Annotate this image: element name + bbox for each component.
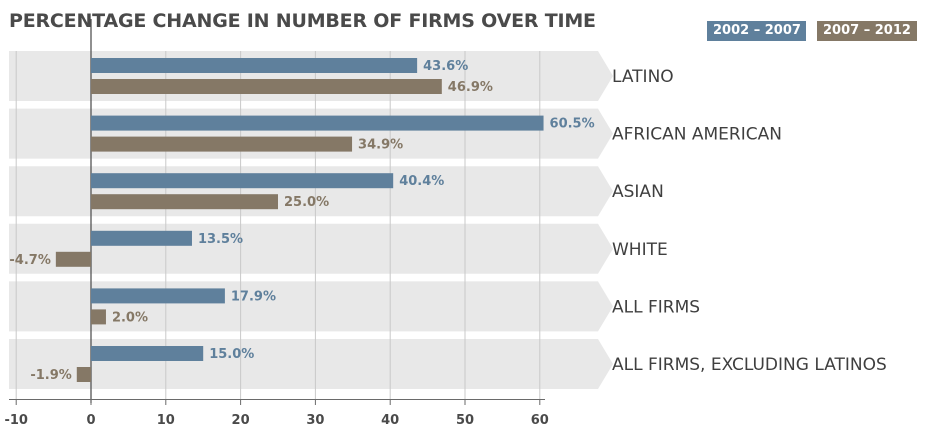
bar-2002-2007-all-firms-excluding-latinos	[91, 346, 204, 361]
data-label: 46.9%	[448, 80, 493, 95]
bar-2002-2007-african-american	[91, 115, 544, 131]
category-label-white: WHITE	[612, 240, 668, 260]
x-tick-label: -10	[4, 413, 28, 428]
legend-item-2002-2007: 2002 – 2007	[707, 21, 806, 41]
x-tick-label: 10	[157, 413, 175, 428]
data-label: 25.0%	[284, 195, 329, 210]
data-label: 13.5%	[198, 232, 243, 247]
bar-2007-2012-asian	[91, 194, 278, 210]
data-label: 17.9%	[231, 289, 276, 304]
data-label: 43.6%	[423, 59, 468, 74]
bar-2002-2007-asian	[91, 173, 394, 189]
data-label: 40.4%	[399, 174, 444, 189]
category-label-african-american: AFRICAN AMERICAN	[612, 125, 782, 145]
bar-2007-2012-white	[55, 251, 91, 267]
chart-title: PERCENTAGE CHANGE IN NUMBER OF FIRMS OVE…	[9, 10, 596, 32]
legend-item-2007-2012: 2007 – 2012	[817, 21, 917, 41]
x-tick-label: 40	[381, 413, 399, 428]
x-tick-label: 50	[456, 413, 474, 428]
bar-2002-2007-all-firms	[91, 288, 225, 304]
bar-2007-2012-all-firms	[91, 309, 106, 325]
bar-2007-2012-latino	[91, 79, 442, 94]
data-label: -1.9%	[30, 368, 71, 383]
bar-2002-2007-white	[91, 230, 192, 246]
data-label: 34.9%	[358, 138, 403, 153]
data-label: -4.7%	[9, 253, 50, 268]
x-tick-label: 0	[86, 413, 95, 428]
data-label: 15.0%	[209, 347, 254, 362]
category-label-all-firms-excluding-latinos: ALL FIRMS, EXCLUDING LATINOS	[612, 355, 887, 375]
category-label-latino: LATINO	[612, 67, 674, 87]
x-tick-label: 60	[531, 413, 549, 428]
category-label-all-firms: ALL FIRMS	[612, 297, 700, 317]
x-tick-label: 30	[306, 413, 324, 428]
bar-2007-2012-african-american	[91, 136, 353, 152]
data-label: 2.0%	[112, 310, 148, 325]
x-tick-label: 20	[232, 413, 250, 428]
bar-2002-2007-latino	[91, 58, 418, 73]
data-label: 60.5%	[550, 117, 595, 132]
bar-2007-2012-all-firms-excluding-latinos	[76, 367, 91, 382]
category-label-asian: ASIAN	[612, 182, 664, 202]
